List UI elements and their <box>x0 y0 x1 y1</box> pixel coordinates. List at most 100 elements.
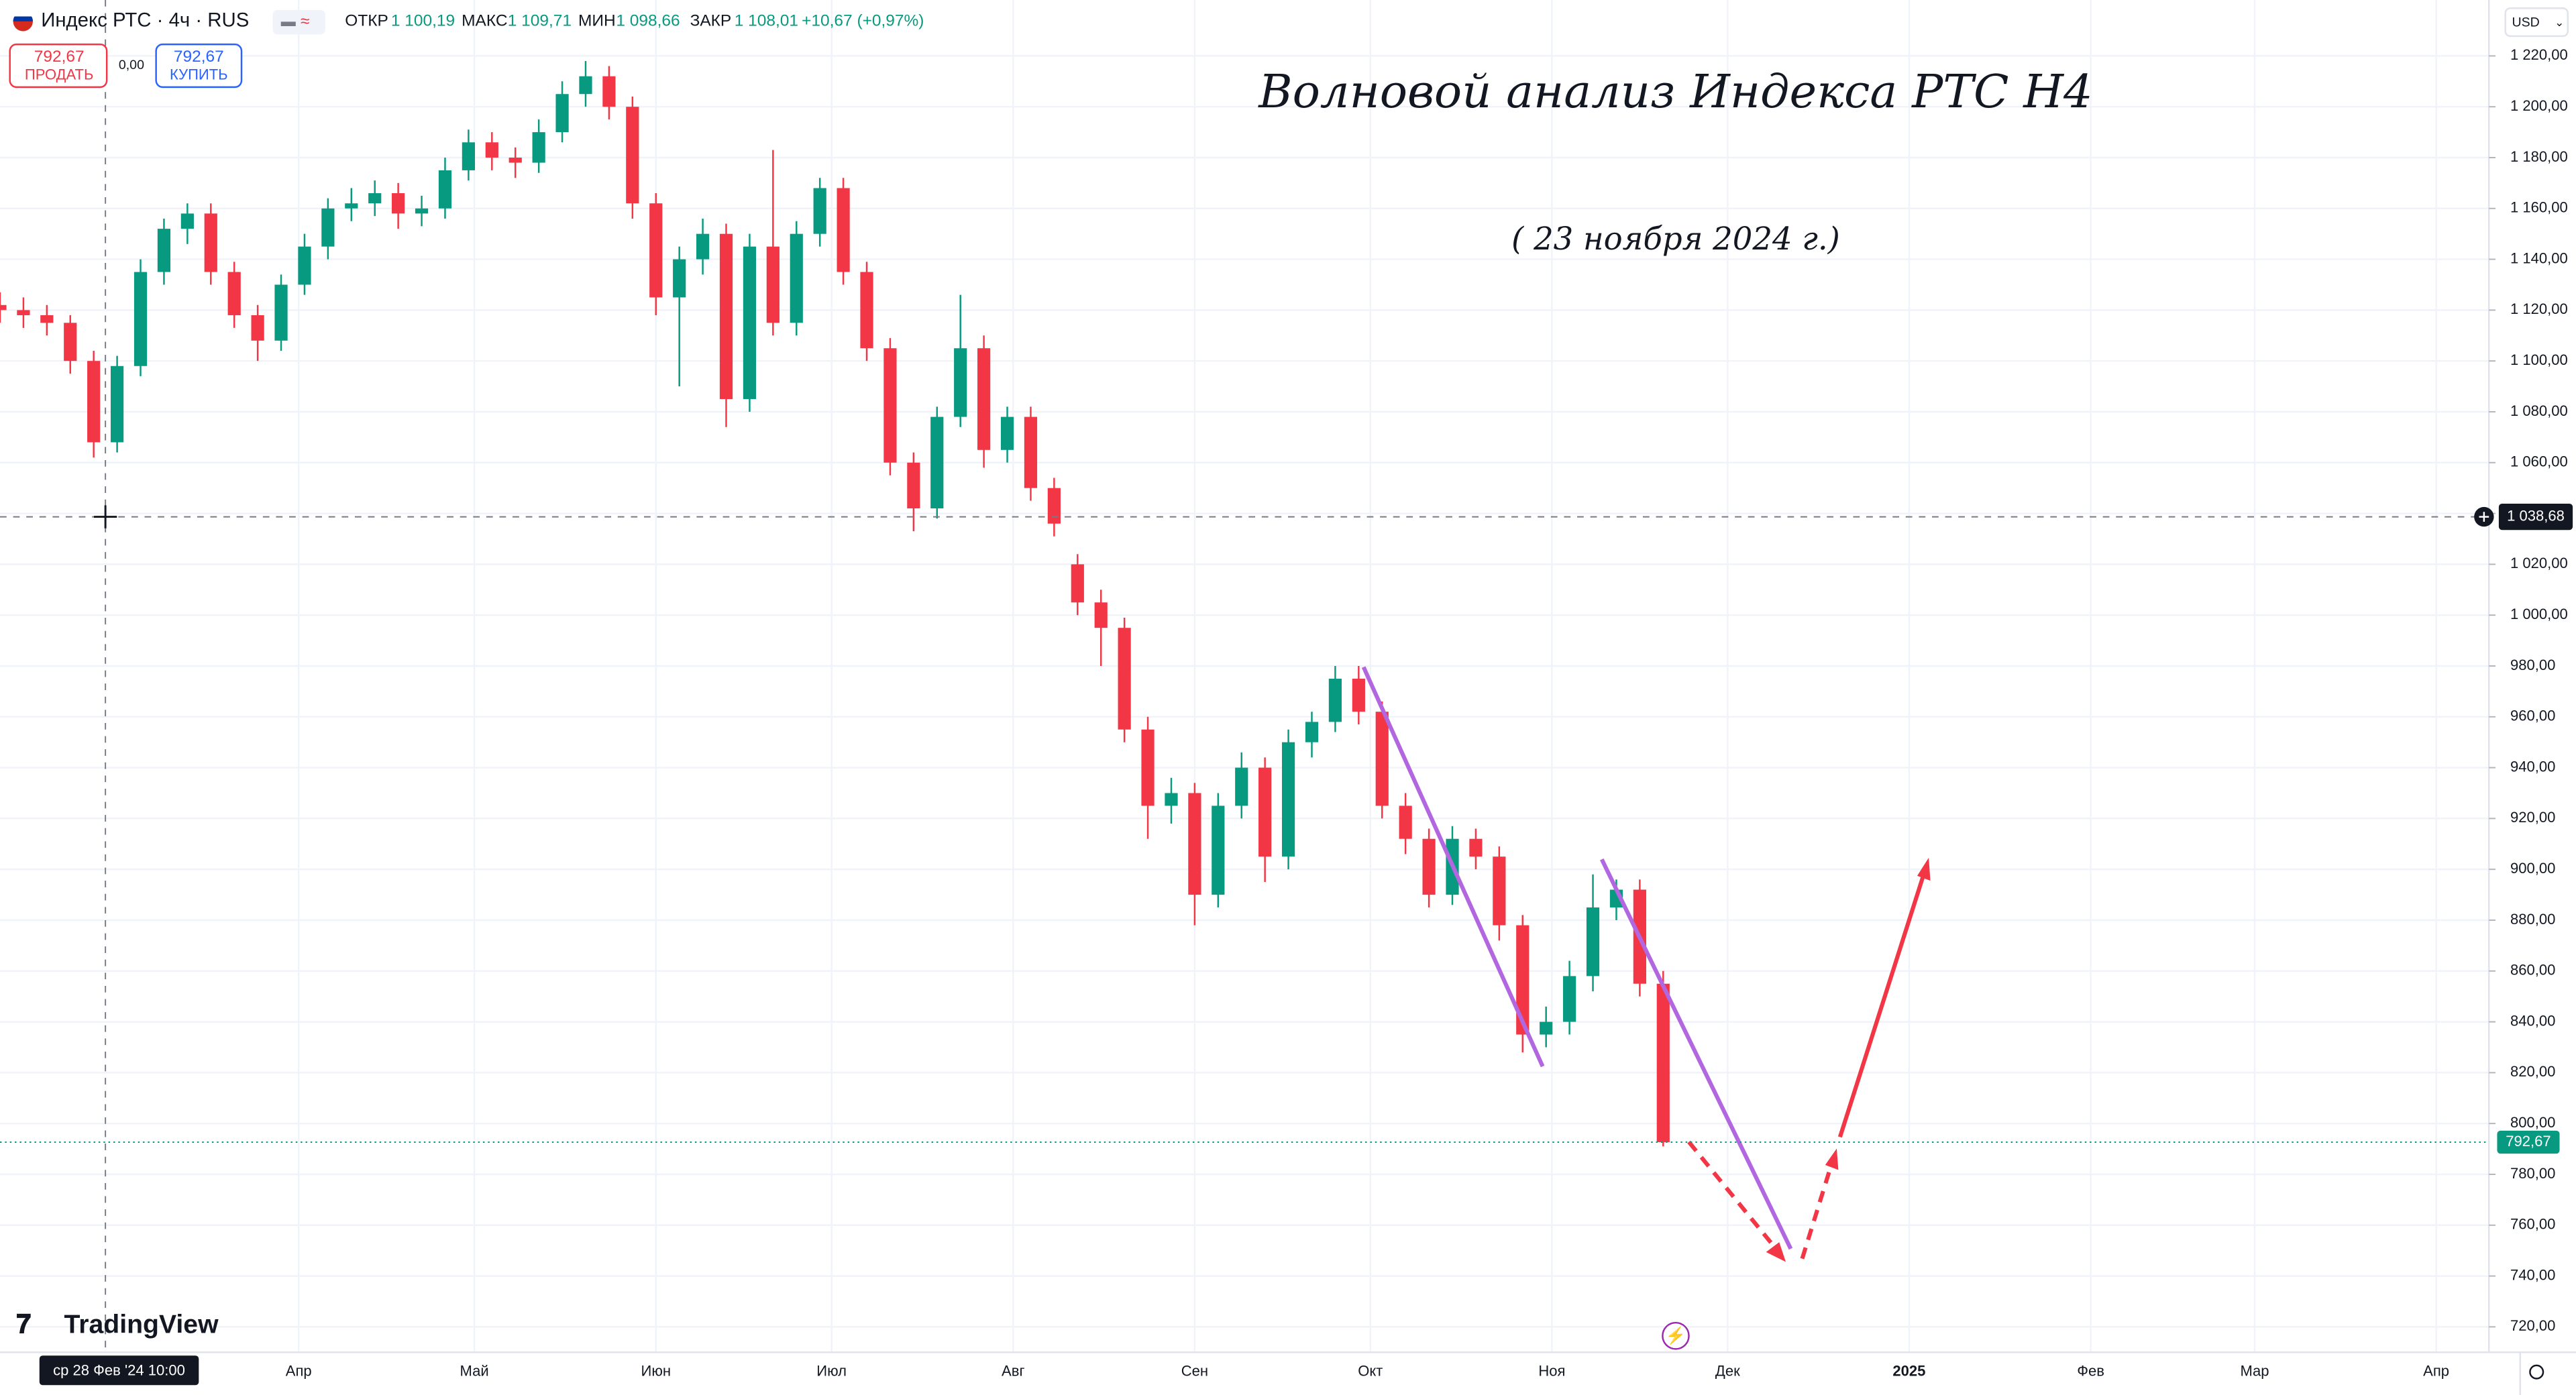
candle-body <box>555 94 569 133</box>
chart-subtitle: ( 23 ноября 2024 г.) <box>1511 221 1840 257</box>
x-tick-label: Дек <box>1715 1363 1740 1380</box>
candle-body <box>64 323 77 361</box>
y-tick-label: 1 060,00 <box>2510 453 2568 470</box>
candle-body <box>1141 729 1155 806</box>
candle-body <box>579 76 592 95</box>
x-tick-label: Апр <box>2423 1363 2449 1380</box>
symbol[interactable]: Индекс РТС · 4ч · RUS <box>41 9 249 32</box>
candle-body <box>1352 678 1365 712</box>
candle-body <box>1540 1021 1553 1035</box>
candle-body <box>1493 856 1506 926</box>
arrow <box>1837 873 1926 1138</box>
candle-body <box>17 310 30 315</box>
candle-body <box>1212 805 1225 895</box>
y-tick-label: 840,00 <box>2510 1012 2555 1029</box>
candle-body <box>274 284 288 341</box>
candle-body <box>415 208 429 214</box>
candle-body <box>298 246 311 285</box>
change: +10,67 (+0,97%) <box>802 11 924 30</box>
arrowhead <box>1766 1242 1786 1262</box>
y-tick-label: 740,00 <box>2510 1266 2555 1283</box>
axes: 720,00 740,00 760,00 780,00 800,00 820,00 840,… <box>286 46 2568 1379</box>
candle-body <box>157 229 171 272</box>
candle-body <box>696 233 710 260</box>
candle-body <box>1188 793 1201 895</box>
candle-body <box>40 315 54 323</box>
buy-button[interactable] <box>155 43 243 89</box>
x-tick-label: Ноя <box>1538 1363 1565 1380</box>
candle-body <box>883 348 897 463</box>
candle-body <box>1305 722 1319 742</box>
x-tick-label: Окт <box>1358 1363 1383 1380</box>
candle-body <box>0 304 7 311</box>
buy-label[interactable]: КУПИТЬ <box>170 66 228 83</box>
candle-body <box>321 208 335 247</box>
arrow <box>1800 1162 1834 1260</box>
currency[interactable]: USD <box>2512 15 2539 30</box>
y-tick-label: 1 020,00 <box>2510 555 2568 571</box>
candle-body <box>345 203 358 209</box>
y-tick-label: 760,00 <box>2510 1216 2555 1233</box>
chevron: ⌄ <box>2555 15 2564 29</box>
ohlc-value: 1 109,71 <box>508 11 572 30</box>
candle-body <box>1399 805 1412 839</box>
y-tick-label: 960,00 <box>2510 708 2555 724</box>
candle-body <box>438 170 452 209</box>
logo[interactable]: TradingView <box>64 1310 219 1339</box>
y-tick-label: 1 120,00 <box>2510 300 2568 317</box>
crosshair-time-box <box>39 1355 199 1386</box>
x-tick-label: Авг <box>1002 1363 1024 1380</box>
candle-body <box>87 361 101 443</box>
sell-label[interactable]: ПРОДАТЬ <box>25 66 93 83</box>
candle-body <box>1235 767 1248 806</box>
candle-body <box>1586 907 1600 976</box>
sell-price[interactable]: 792,67 <box>34 48 85 66</box>
arrowhead <box>1825 1148 1839 1170</box>
chart-title: Волновой анализ Индекса РТС Н4 <box>1257 65 2092 119</box>
candle-body <box>532 132 545 163</box>
candle-body <box>673 259 686 298</box>
candle-body <box>1516 925 1529 1035</box>
ohlc-value: 1 108,01 <box>735 11 798 30</box>
arrowhead <box>1917 857 1931 881</box>
event-icon[interactable] <box>1662 1321 1690 1350</box>
candle-body <box>485 142 498 158</box>
currency-button[interactable] <box>2504 7 2569 38</box>
y-tick-label: 1 160,00 <box>2510 199 2568 216</box>
candle-body <box>649 203 663 298</box>
ohlc-value: 1 098,66 <box>616 11 680 30</box>
buy-price[interactable]: 792,67 <box>174 48 224 66</box>
y-tick-label: 720,00 <box>2510 1317 2555 1334</box>
x-tick-label: Апр <box>286 1363 312 1380</box>
candle-body <box>508 157 522 163</box>
y-tick-label: 1 200,00 <box>2510 97 2568 114</box>
candle-body <box>227 272 241 315</box>
candle-body <box>626 107 639 204</box>
settings-icon[interactable] <box>2529 1364 2544 1380</box>
x-tick-label: Май <box>460 1363 489 1380</box>
candle-body <box>392 193 405 214</box>
candle-body <box>790 233 803 323</box>
y-tick-label: 820,00 <box>2510 1063 2555 1080</box>
candle-body <box>1375 712 1389 806</box>
ohlc-label: ЗАКР <box>690 11 732 30</box>
y-tick-label: 880,00 <box>2510 911 2555 928</box>
candle-body <box>719 233 733 400</box>
crosshair-price-box <box>2498 503 2573 531</box>
x-tick-label: Июн <box>641 1363 671 1380</box>
grid <box>0 0 2489 1353</box>
time-axis <box>0 1352 2576 1395</box>
ohlc-label: МАКС <box>462 11 507 30</box>
candle-body <box>1563 976 1576 1022</box>
candle-body <box>180 213 194 229</box>
candle-body <box>860 272 873 349</box>
status-icon: ≈ <box>301 13 309 31</box>
status-pill[interactable] <box>272 9 325 35</box>
ohlc-value: 1 100,19 <box>391 11 455 30</box>
candle-body <box>1281 742 1295 857</box>
sell-button[interactable] <box>9 43 108 89</box>
last-price-box <box>2497 1130 2560 1154</box>
y-tick-label: 920,00 <box>2510 809 2555 826</box>
logo-mark: 𝟕 <box>16 1310 31 1339</box>
